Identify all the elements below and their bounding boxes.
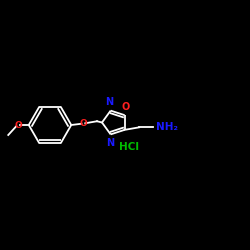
Text: NH₂: NH₂ <box>156 122 178 132</box>
Text: N: N <box>105 97 114 107</box>
Text: O: O <box>122 102 130 112</box>
Text: HCl: HCl <box>120 142 140 152</box>
Text: O: O <box>80 119 87 128</box>
Text: N: N <box>106 138 115 148</box>
Text: O: O <box>14 120 22 130</box>
